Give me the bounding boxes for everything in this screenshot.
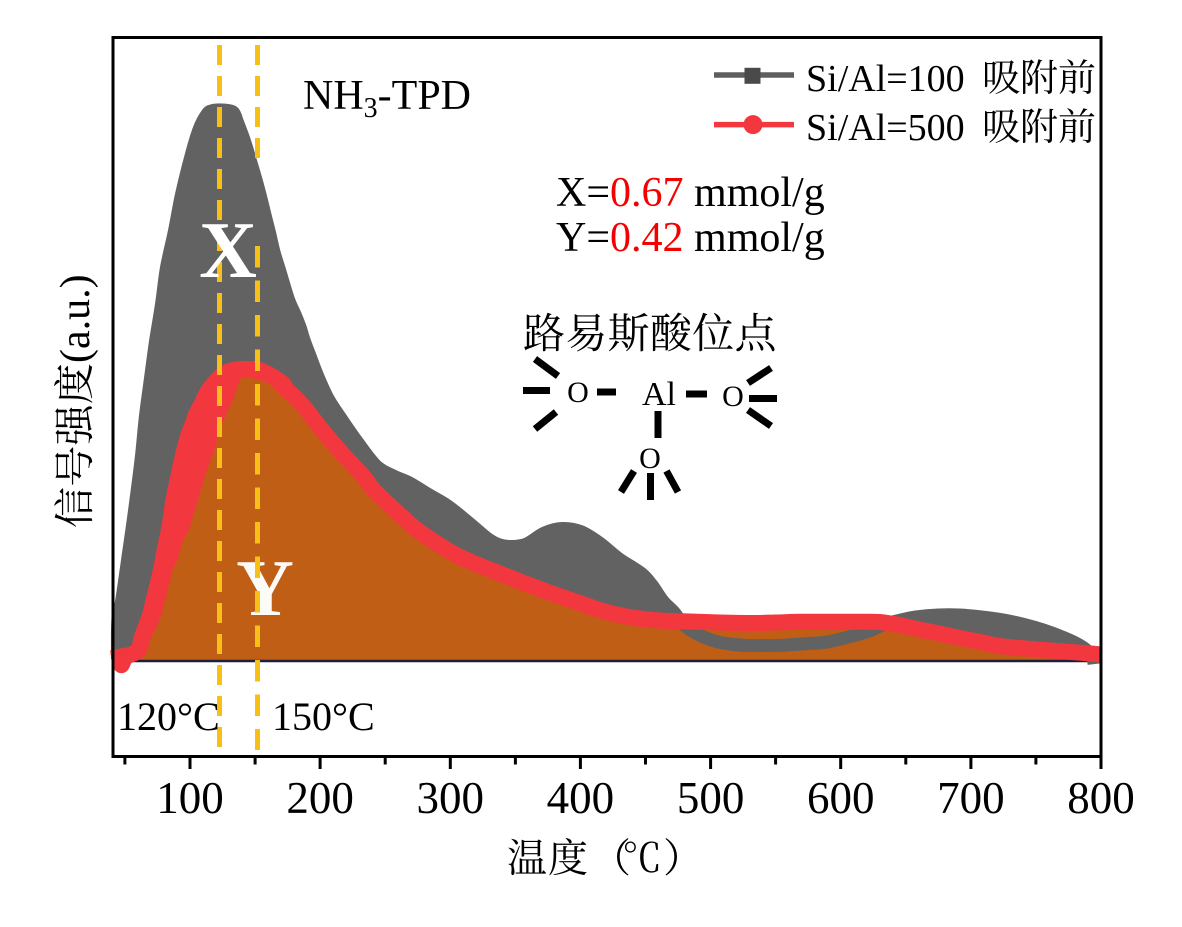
svg-text:300: 300 bbox=[417, 773, 485, 823]
svg-text:X=0.67 mmol/g: X=0.67 mmol/g bbox=[556, 170, 825, 216]
svg-text:NH3-TPD: NH3-TPD bbox=[303, 73, 471, 124]
svg-text:500: 500 bbox=[677, 773, 745, 823]
svg-text:X: X bbox=[199, 207, 257, 295]
svg-text:Y=0.42 mmol/g: Y=0.42 mmol/g bbox=[556, 215, 825, 261]
svg-text:100: 100 bbox=[156, 773, 224, 823]
svg-text:600: 600 bbox=[807, 773, 875, 823]
svg-text:O: O bbox=[639, 442, 661, 475]
svg-text:Al: Al bbox=[642, 376, 676, 413]
svg-text:O: O bbox=[722, 380, 744, 413]
svg-text:200: 200 bbox=[286, 773, 354, 823]
svg-text:150°C: 150°C bbox=[272, 694, 375, 739]
svg-text:Si/Al=500: Si/Al=500 bbox=[806, 107, 965, 149]
svg-text:Y: Y bbox=[236, 545, 294, 633]
svg-text:120°C: 120°C bbox=[117, 694, 220, 739]
svg-text:Si/Al=100: Si/Al=100 bbox=[806, 58, 965, 100]
svg-text:800: 800 bbox=[1067, 773, 1135, 823]
svg-text:O: O bbox=[567, 376, 589, 409]
svg-text:400: 400 bbox=[547, 773, 615, 823]
svg-text:(a.u.): (a.u.) bbox=[53, 274, 99, 363]
svg-text:700: 700 bbox=[937, 773, 1005, 823]
